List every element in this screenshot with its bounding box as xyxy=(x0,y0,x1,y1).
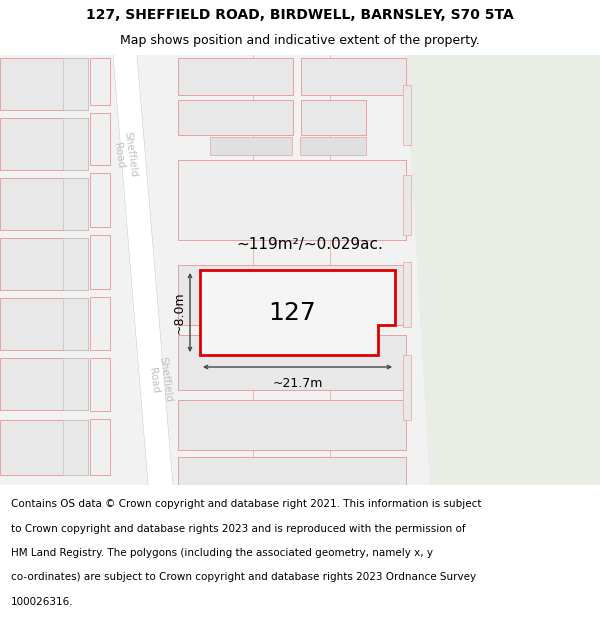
Bar xyxy=(0,358,88,410)
Bar xyxy=(403,262,411,327)
Bar xyxy=(178,335,406,390)
Bar xyxy=(90,173,110,227)
Bar xyxy=(90,58,110,105)
Text: ~119m²/~0.029ac.: ~119m²/~0.029ac. xyxy=(236,238,383,252)
Bar xyxy=(301,58,406,95)
Bar xyxy=(63,358,88,410)
Bar xyxy=(0,420,88,475)
Bar xyxy=(0,178,88,230)
Bar xyxy=(90,235,110,289)
Text: Contains OS data © Crown copyright and database right 2021. This information is : Contains OS data © Crown copyright and d… xyxy=(11,499,481,509)
Bar xyxy=(403,175,411,235)
Bar xyxy=(301,100,366,135)
Bar xyxy=(63,118,88,170)
Bar xyxy=(63,178,88,230)
Bar xyxy=(403,355,411,420)
Text: Sheffield
Road: Sheffield Road xyxy=(146,356,174,404)
Bar xyxy=(0,238,88,290)
Polygon shape xyxy=(200,270,395,355)
Bar xyxy=(178,457,406,485)
Bar xyxy=(90,358,110,411)
Bar xyxy=(178,400,406,450)
Text: Sheffield
Road: Sheffield Road xyxy=(111,131,139,179)
Text: ~8.0m: ~8.0m xyxy=(173,291,186,334)
Bar xyxy=(210,137,292,155)
Bar xyxy=(90,419,110,475)
Text: to Crown copyright and database rights 2023 and is reproduced with the permissio: to Crown copyright and database rights 2… xyxy=(11,524,466,534)
Bar xyxy=(0,298,88,350)
Bar xyxy=(300,137,366,155)
Bar xyxy=(178,160,406,240)
Bar xyxy=(63,298,88,350)
Bar xyxy=(0,58,88,110)
Bar xyxy=(63,420,88,475)
Polygon shape xyxy=(113,55,173,485)
Text: HM Land Registry. The polygons (including the associated geometry, namely x, y: HM Land Registry. The polygons (includin… xyxy=(11,548,433,558)
Text: 100026316.: 100026316. xyxy=(11,597,73,607)
Bar xyxy=(178,58,293,95)
Bar xyxy=(90,297,110,350)
Bar xyxy=(403,85,411,145)
Bar xyxy=(63,238,88,290)
Text: ~21.7m: ~21.7m xyxy=(272,377,323,390)
Bar xyxy=(178,100,293,135)
Bar xyxy=(90,113,110,165)
Polygon shape xyxy=(405,55,600,485)
Text: 127, SHEFFIELD ROAD, BIRDWELL, BARNSLEY, S70 5TA: 127, SHEFFIELD ROAD, BIRDWELL, BARNSLEY,… xyxy=(86,8,514,22)
Text: co-ordinates) are subject to Crown copyright and database rights 2023 Ordnance S: co-ordinates) are subject to Crown copyr… xyxy=(11,572,476,582)
Bar xyxy=(63,58,88,110)
Bar xyxy=(178,265,406,325)
Bar xyxy=(0,118,88,170)
Text: 127: 127 xyxy=(269,301,316,324)
Text: Map shows position and indicative extent of the property.: Map shows position and indicative extent… xyxy=(120,34,480,47)
